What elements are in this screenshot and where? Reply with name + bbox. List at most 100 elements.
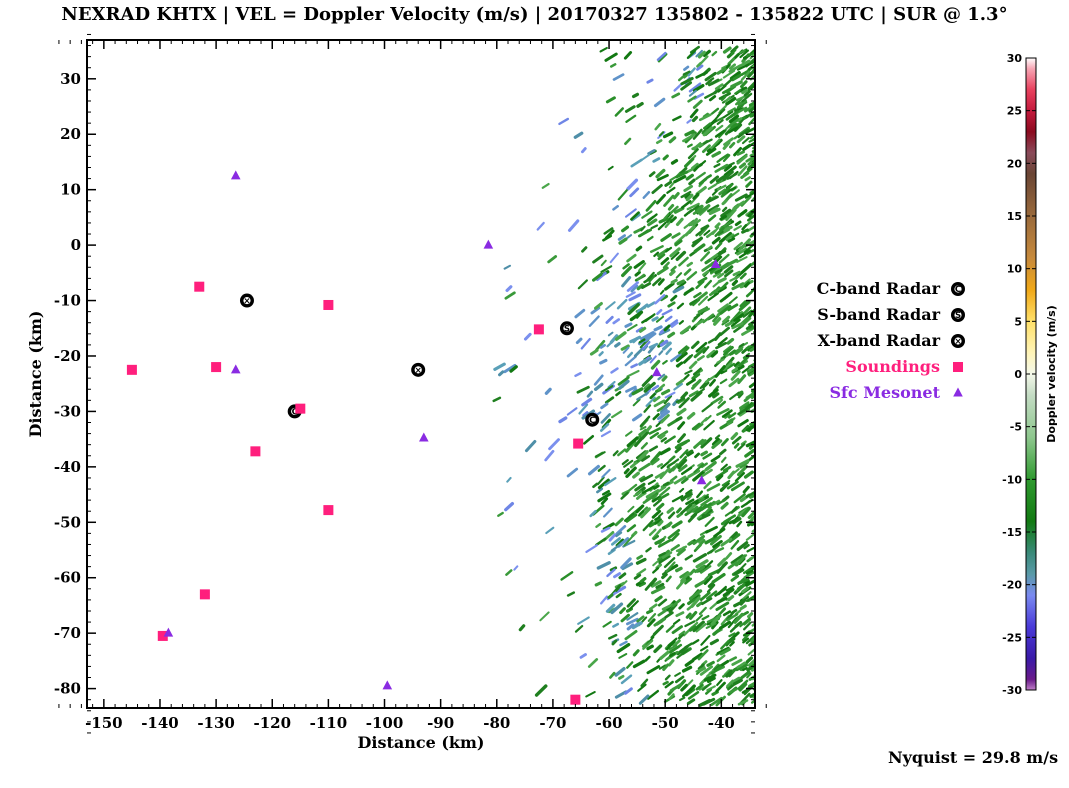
velocity-echo xyxy=(705,79,713,86)
velocity-echo xyxy=(728,519,736,525)
velocity-echo xyxy=(698,497,705,503)
velocity-echo xyxy=(650,451,662,464)
velocity-echo xyxy=(693,565,705,574)
legend-marker: × xyxy=(951,334,965,348)
velocity-echo xyxy=(610,367,619,374)
velocity-echo xyxy=(707,214,717,222)
velocity-echo xyxy=(638,694,650,705)
svg-text:×: × xyxy=(243,297,250,307)
velocity-echo xyxy=(668,136,677,144)
velocity-echo xyxy=(740,195,752,207)
velocity-echo xyxy=(698,160,707,167)
velocity-echo xyxy=(729,110,739,119)
velocity-echo xyxy=(655,315,665,323)
velocity-echo xyxy=(574,308,586,319)
velocity-echo xyxy=(630,284,639,293)
velocity-echo xyxy=(716,119,724,126)
velocity-echo xyxy=(699,439,707,446)
velocity-echo xyxy=(676,649,689,659)
velocity-echo xyxy=(712,111,723,123)
velocity-echo xyxy=(667,511,676,520)
velocity-echo xyxy=(640,678,649,688)
velocity-echo xyxy=(747,648,755,656)
velocity-echo xyxy=(706,349,716,359)
velocity-echo xyxy=(729,70,741,81)
velocity-echo xyxy=(669,475,678,483)
velocity-echo xyxy=(685,193,694,202)
velocity-echo xyxy=(602,620,612,628)
velocity-echo xyxy=(721,263,730,270)
velocity-echo xyxy=(738,49,746,54)
s-band-radar-point: S xyxy=(559,321,574,336)
velocity-echo xyxy=(726,613,739,622)
velocity-echo xyxy=(687,594,701,606)
y-tick-label: 30 xyxy=(60,70,81,88)
velocity-echo xyxy=(736,63,750,71)
colorbar-tick-label: -25 xyxy=(1002,631,1022,644)
velocity-echo xyxy=(692,192,700,200)
velocity-echo xyxy=(717,277,727,284)
velocity-echo xyxy=(594,301,603,310)
legend-label: S-band Radar xyxy=(817,305,940,324)
velocity-echo xyxy=(680,190,692,199)
velocity-echo xyxy=(728,296,738,305)
velocity-echo xyxy=(745,569,754,575)
velocity-echo xyxy=(614,342,621,348)
velocity-echo xyxy=(678,397,690,409)
velocity-echo xyxy=(723,346,734,356)
velocity-echo xyxy=(621,225,630,233)
velocity-echo xyxy=(629,600,639,610)
velocity-echo xyxy=(647,479,656,485)
velocity-echo xyxy=(684,684,696,697)
velocity-echo xyxy=(646,665,661,675)
velocity-echo xyxy=(706,196,712,203)
velocity-echo xyxy=(672,115,682,122)
velocity-echo xyxy=(736,247,748,256)
velocity-echo xyxy=(631,413,643,422)
velocity-echo xyxy=(612,73,625,81)
velocity-echo xyxy=(677,546,685,553)
velocity-echo xyxy=(612,450,619,457)
velocity-echo xyxy=(566,591,576,597)
velocity-echo xyxy=(665,521,673,529)
velocity-echo xyxy=(674,239,683,247)
velocity-echo xyxy=(722,154,731,163)
y-tick-label: -40 xyxy=(54,458,81,476)
velocity-echo xyxy=(645,271,655,283)
velocity-echo xyxy=(589,348,599,356)
velocity-echo xyxy=(701,597,713,606)
velocity-echo xyxy=(741,228,750,234)
velocity-echo xyxy=(662,261,670,269)
velocity-echo xyxy=(659,486,671,497)
colorbar-tick-label: -20 xyxy=(1002,579,1022,592)
velocity-echo xyxy=(692,237,702,245)
velocity-echo xyxy=(677,633,685,640)
velocity-echo xyxy=(638,428,647,436)
velocity-echo xyxy=(652,484,660,490)
velocity-echo xyxy=(648,275,656,283)
velocity-echo xyxy=(676,645,689,656)
velocity-echo xyxy=(670,544,680,552)
svg-text:S: S xyxy=(955,311,961,321)
velocity-echo xyxy=(659,408,668,416)
velocity-echo xyxy=(624,355,637,367)
velocity-echo xyxy=(649,355,657,364)
velocity-echo xyxy=(705,688,713,695)
colorbar-tick-label: 25 xyxy=(1007,105,1022,118)
velocity-echo xyxy=(692,218,701,227)
velocity-echo xyxy=(696,490,704,499)
velocity-echo xyxy=(749,627,755,633)
velocity-echo xyxy=(620,580,628,587)
velocity-echo xyxy=(720,456,727,463)
velocity-echo xyxy=(606,568,616,578)
velocity-echo xyxy=(654,537,665,545)
velocity-echo xyxy=(728,632,736,638)
velocity-echo xyxy=(740,238,752,250)
velocity-echo xyxy=(616,298,628,310)
velocity-echo xyxy=(651,184,663,194)
velocity-echo xyxy=(686,119,692,124)
soundings-point xyxy=(126,364,137,375)
velocity-echo xyxy=(687,354,694,360)
velocity-echo xyxy=(684,620,696,628)
velocity-echo xyxy=(696,601,703,608)
